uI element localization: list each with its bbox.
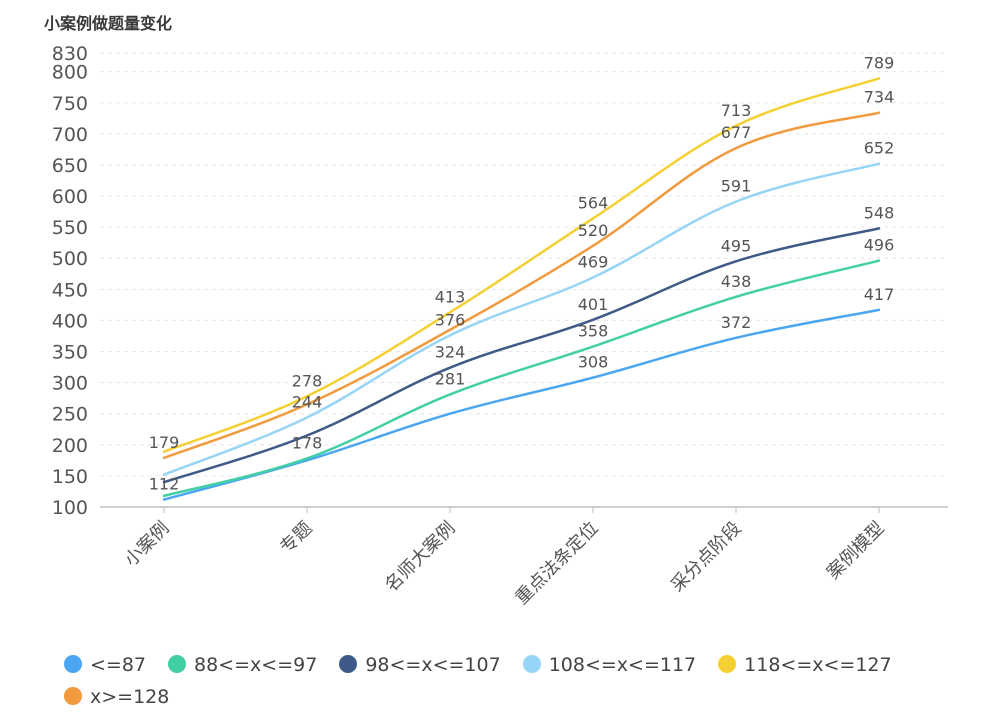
legend: <=87 88<=x<=97 98<=x<=107 108<=x<=117 118<=x… <box>64 654 964 718</box>
data-label: 713 <box>721 101 752 120</box>
legend-item[interactable]: x>=128 <box>64 686 169 708</box>
grid-layer <box>100 52 948 477</box>
label-layer: 112 308 372 417 178 281 358 438 496 324 401 495 548 2… <box>149 53 895 493</box>
data-label: 413 <box>435 287 466 306</box>
y-tick-label: 300 <box>52 373 88 395</box>
y-tick-label: 600 <box>52 186 88 208</box>
data-label: 548 <box>864 203 895 222</box>
line-chart: 100 150 200 250 300 350 400 450 500 550 600 650 700 7… <box>52 43 948 609</box>
data-label: 789 <box>864 53 895 72</box>
data-label: 372 <box>721 313 752 332</box>
legend-item[interactable]: <=87 <box>64 654 146 676</box>
x-tick-label: 专题 <box>276 518 316 558</box>
y-tick-label: 250 <box>52 404 88 426</box>
data-label: 495 <box>721 236 752 255</box>
data-label: 401 <box>578 295 609 314</box>
axis-layer: 100 150 200 250 300 350 400 450 500 550 600 650 700 7… <box>52 43 948 609</box>
legend-swatch <box>718 655 737 673</box>
data-label: 308 <box>578 353 609 372</box>
y-tick-label: 200 <box>52 435 88 457</box>
y-tick-label: 550 <box>52 217 88 239</box>
series-layer <box>162 77 881 501</box>
series-line <box>162 162 881 476</box>
series-line <box>162 227 881 484</box>
legend-swatch <box>168 655 187 673</box>
y-tick-label: 350 <box>52 342 88 364</box>
data-label: 324 <box>435 343 466 362</box>
data-label: 438 <box>721 272 752 291</box>
y-tick-label: 400 <box>52 310 88 332</box>
legend-label: 88<=x<=97 <box>194 654 318 676</box>
legend-item[interactable]: 88<=x<=97 <box>168 654 317 676</box>
y-tick-label: 830 <box>52 43 88 65</box>
data-label: 469 <box>578 253 609 272</box>
x-tick-label: 采分点阶段 <box>667 518 745 596</box>
legend-swatch <box>64 655 82 673</box>
series-line <box>162 77 881 453</box>
legend-swatch <box>522 655 541 673</box>
y-tick-label: 750 <box>52 93 88 115</box>
legend-label: x>=128 <box>90 686 170 708</box>
y-tick-label: 800 <box>52 62 88 84</box>
data-label: 244 <box>292 392 323 411</box>
x-tick-label: 案例模型 <box>823 518 889 584</box>
legend-swatch <box>64 687 82 705</box>
data-label: 178 <box>292 433 323 452</box>
y-tick-label: 650 <box>52 155 88 177</box>
legend-label: 108<=x<=117 <box>548 654 697 676</box>
data-label: 358 <box>578 322 609 341</box>
series-line <box>162 259 881 498</box>
data-label: 281 <box>435 369 466 388</box>
x-tick-label: 小案例 <box>121 518 174 571</box>
legend-item[interactable]: 108<=x<=117 <box>522 654 697 676</box>
y-tick-label: 150 <box>52 466 88 488</box>
chart-title: 小案例做题量变化 <box>44 14 173 33</box>
data-label: 278 <box>292 371 323 390</box>
data-label: 677 <box>721 123 752 142</box>
series-line <box>162 308 881 501</box>
data-label: 496 <box>864 236 895 255</box>
data-label: 112 <box>149 475 180 494</box>
data-label: 417 <box>864 285 895 304</box>
legend-item[interactable]: 98<=x<=107 <box>339 654 501 676</box>
y-tick-label: 450 <box>52 279 88 301</box>
y-tick-label: 700 <box>52 124 88 146</box>
y-tick-label: 500 <box>52 248 88 270</box>
data-label: 564 <box>578 193 609 212</box>
legend-item[interactable]: 118<=x<=127 <box>718 654 892 676</box>
data-label: 652 <box>864 139 895 158</box>
y-tick-label: 100 <box>52 497 88 519</box>
legend-swatch <box>339 655 358 673</box>
legend-label: 118<=x<=127 <box>744 654 892 676</box>
data-label: 179 <box>149 433 180 452</box>
x-tick-label: 重点法条定位 <box>511 518 602 609</box>
data-label: 591 <box>721 177 752 196</box>
series-line <box>162 111 881 460</box>
data-label: 734 <box>864 88 895 107</box>
data-label: 376 <box>435 310 466 329</box>
data-label: 520 <box>578 221 609 240</box>
legend-label: <=87 <box>90 654 147 676</box>
legend-label: 98<=x<=107 <box>365 654 501 676</box>
x-tick-label: 名师大案例 <box>381 518 459 596</box>
